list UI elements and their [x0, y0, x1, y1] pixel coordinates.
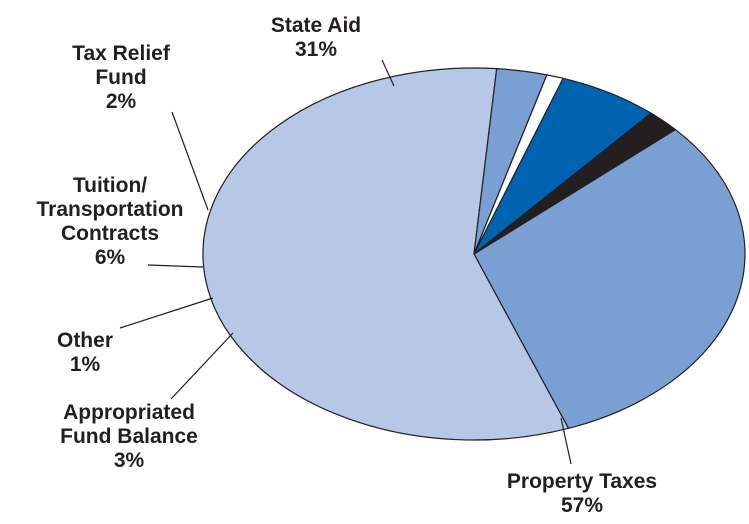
leader-line-tax-relief-fund	[172, 112, 208, 210]
slice-label-tax-relief-fund: Tax Relief Fund 2%	[72, 42, 171, 113]
leader-line-tuition-transportation-contracts	[148, 265, 203, 267]
leader-line-other	[120, 298, 213, 328]
slice-label-state-aid: State Aid 31%	[271, 14, 361, 61]
slices-layer	[203, 68, 745, 440]
slice-label-property-taxes: Property Taxes 57%	[507, 470, 657, 517]
slice-label-appropriated-fund-balance: Appropriated Fund Balance 3%	[60, 401, 198, 472]
leader-line-appropriated-fund-balance	[171, 333, 233, 399]
slice-label-other: Other 1%	[57, 329, 113, 376]
slice-label-tuition-transportation-contracts: Tuition/Transportation Contracts 6%	[36, 174, 183, 269]
